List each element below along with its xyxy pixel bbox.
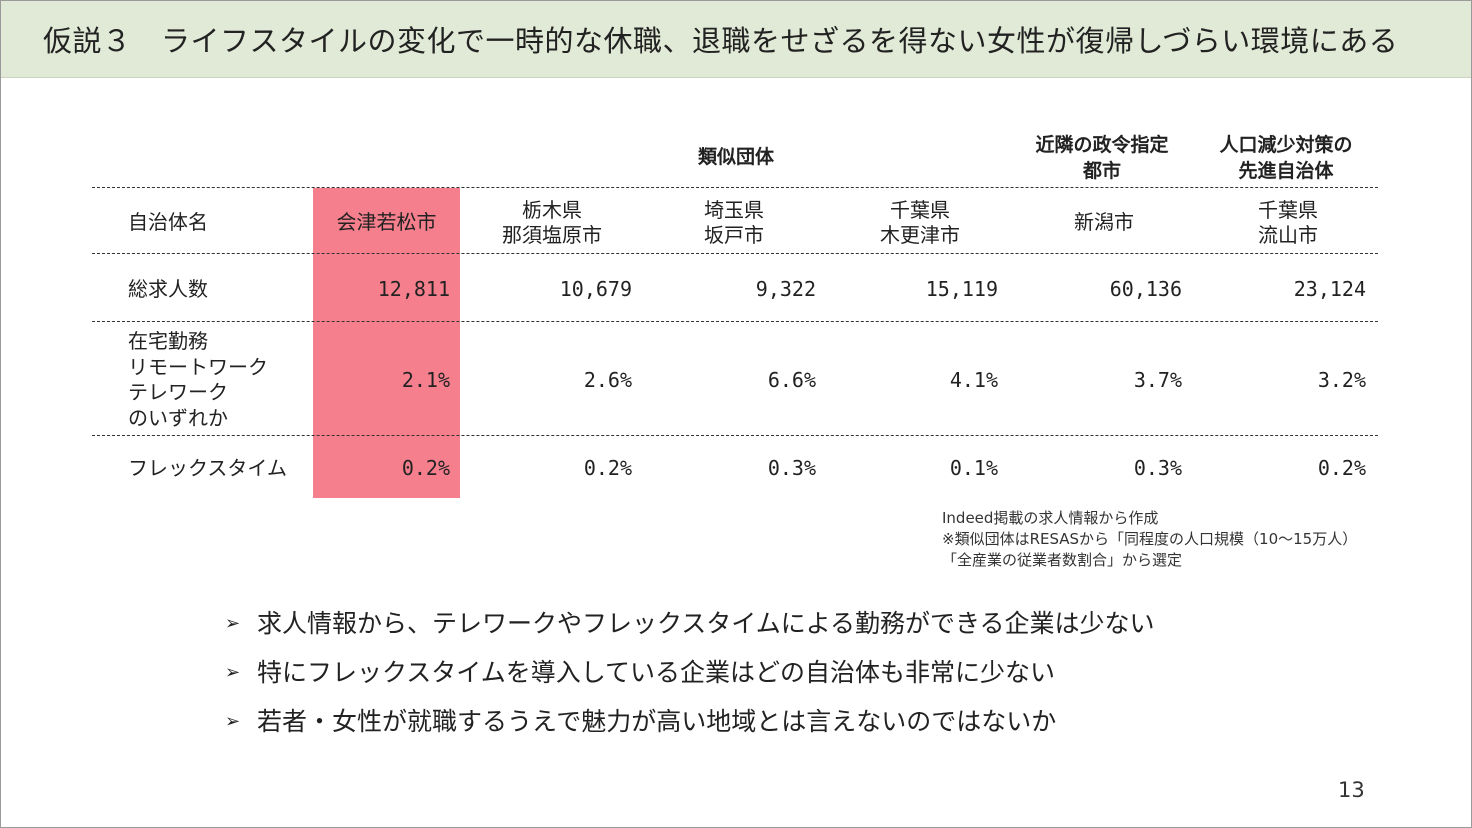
bullet-item: ➢ 特にフレックスタイムを導入している企業はどの自治体も非常に少ない xyxy=(225,658,1056,687)
row-label-remote-work: 在宅勤務 リモートワーク テレワーク のいずれか xyxy=(128,329,268,430)
table-cell: 3.7% xyxy=(1133,368,1182,392)
row-label-total-jobs: 総求人数 xyxy=(128,277,208,301)
table-cell: 2.1% xyxy=(401,368,450,392)
table-cell: 0.2% xyxy=(583,456,632,480)
bullet-item: ➢ 若者・女性が就職するうえで魅力が高い地域とは言えないのではないか xyxy=(225,707,1057,736)
table-cell: 0.3% xyxy=(767,456,816,480)
table-cell: 12,811 xyxy=(377,277,450,301)
table-cell: 0.1% xyxy=(949,456,998,480)
column-header-aizuwakamatsu: 会津若松市 xyxy=(336,210,437,234)
page-number: 13 xyxy=(1338,778,1365,802)
column-header-niigata: 新潟市 xyxy=(1074,210,1134,234)
table-cell: 2.6% xyxy=(583,368,632,392)
table-rule xyxy=(92,321,1378,322)
column-header-municipality: 自治体名 xyxy=(128,210,208,234)
table-cell: 0.3% xyxy=(1133,456,1182,480)
group-label-advanced: 人口減少対策の 先進自治体 xyxy=(1219,134,1353,182)
header-divider xyxy=(1,77,1471,78)
aizuwakamatsu-highlight xyxy=(313,188,460,498)
table-cell: 9,322 xyxy=(755,277,816,301)
table-cell: 6.6% xyxy=(767,368,816,392)
table-cell: 0.2% xyxy=(1317,456,1366,480)
table-cell: 60,136 xyxy=(1109,277,1182,301)
table-cell: 23,124 xyxy=(1293,277,1366,301)
column-header-nasushiobara: 栃木県 那須塩原市 xyxy=(502,198,602,247)
table-cell: 15,119 xyxy=(925,277,998,301)
source-note: Indeed掲載の求人情報から作成 ※類似団体はRESASから「同程度の人口規模… xyxy=(942,509,1358,569)
table-cell: 0.2% xyxy=(401,456,450,480)
table-cell: 3.2% xyxy=(1317,368,1366,392)
column-header-sakado: 埼玉県 坂戸市 xyxy=(704,198,764,247)
column-header-kisarazu: 千葉県 木更津市 xyxy=(880,198,960,247)
table-rule xyxy=(92,435,1378,436)
bullet-item: ➢ 求人情報から、テレワークやフレックスタイムによる勤務ができる企業は少ない xyxy=(225,609,1155,638)
arrow-bullet-icon: ➢ xyxy=(225,711,241,732)
header-bar: 仮説３ ライフスタイルの変化で一時的な休職、退職をせざるを得ない女性が復帰しづら… xyxy=(1,1,1471,77)
table-cell: 4.1% xyxy=(949,368,998,392)
table-cell: 10,679 xyxy=(559,277,632,301)
table-rule xyxy=(92,187,1378,188)
group-label-similar: 類似団体 xyxy=(697,146,774,168)
slide-title: 仮説３ ライフスタイルの変化で一時的な休職、退職をせざるを得ない女性が復帰しづら… xyxy=(43,24,1399,58)
table-rule xyxy=(92,253,1378,254)
arrow-bullet-icon: ➢ xyxy=(225,662,241,683)
row-label-flextime: フレックスタイム xyxy=(128,456,287,480)
arrow-bullet-icon: ➢ xyxy=(225,613,241,634)
group-label-neighbor-city: 近隣の政令指定 都市 xyxy=(1035,134,1169,182)
column-header-nagareyama: 千葉県 流山市 xyxy=(1258,198,1318,247)
